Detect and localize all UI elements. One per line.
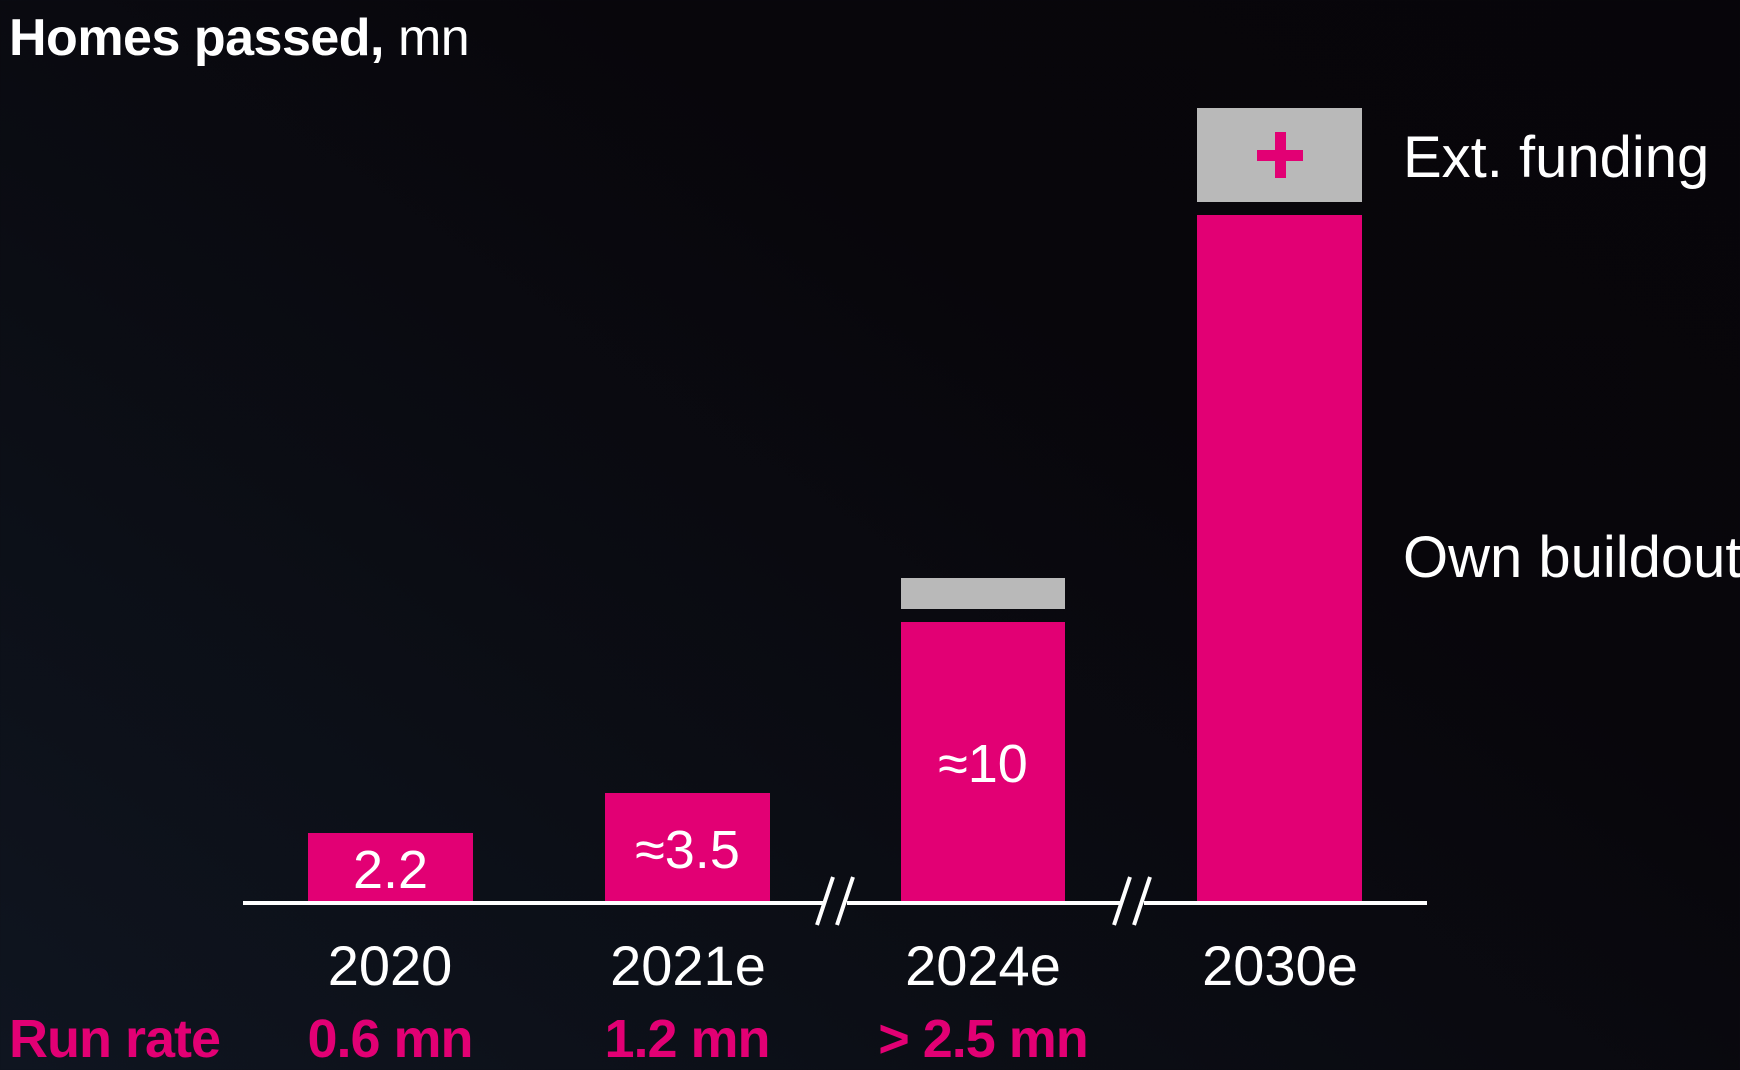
x-tick-2020: 2020 [327,934,453,997]
bar-value-label: ≈10 [938,734,1028,794]
bar-value-label: 2.2 [352,840,429,900]
run-rate-label: Run rate [9,1009,221,1069]
legend-own-buildout: Own buildout [1403,525,1740,590]
bar-2030e [1197,215,1362,903]
run-rate-2024e: > 2.5 mn [878,1009,1089,1069]
x-axis-line [847,901,1120,905]
bar-value-label: ≈3.5 [635,820,740,880]
x-tick-2024e: 2024e [905,934,1061,997]
bar-2021e: ≈3.5 [605,793,770,903]
chart-title-unit: mn [397,9,470,67]
x-tick-2021e: 2021e [610,934,766,997]
chart-title: Homes passed, mn [9,6,470,70]
x-axis-line [243,901,823,905]
bar-2024e-ext-funding [901,578,1065,609]
x-tick-2030e: 2030e [1202,934,1358,997]
bar-2020: 2.2 [308,833,473,903]
legend-ext-funding: Ext. funding [1403,125,1710,190]
chart-title-main: Homes passed, [9,9,385,67]
x-axis-line [1144,901,1427,905]
run-rate-2020: 0.6 mn [307,1009,473,1069]
run-rate-2021e: 1.2 mn [604,1009,770,1069]
bar-2030e-ext-funding [1197,108,1362,202]
plus-icon [1256,132,1303,178]
bar-2024e: ≈10 [901,622,1065,903]
